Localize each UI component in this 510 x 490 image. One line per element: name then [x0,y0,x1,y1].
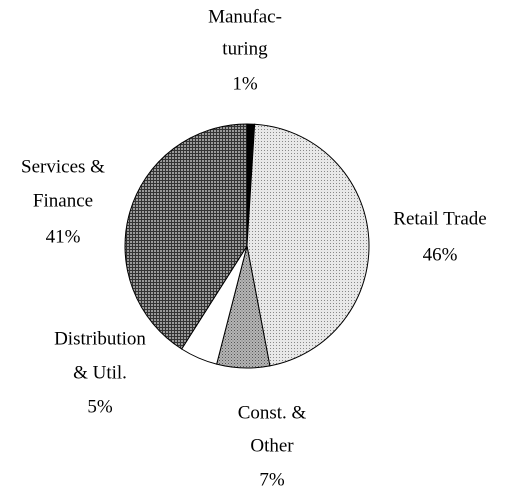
slice-label: Const. & [238,402,307,423]
slice-value-label: 5% [87,396,113,417]
slice-label: Manufac- [208,6,282,27]
slice-label: Retail Trade [393,208,486,229]
slice-value-label: 46% [423,244,458,265]
slice-value-label: 41% [46,226,81,247]
slice-label: Distribution [54,328,146,349]
slice-label: Other [250,435,294,456]
pie-slice [124,123,248,350]
slice-label: & Util. [73,362,127,383]
slice-value-label: 7% [259,469,285,490]
slice-label: turing [222,38,268,59]
slice-value-label: 1% [232,73,258,94]
slice-label: Finance [33,190,93,211]
slice-label: Services & [21,156,105,177]
pie-slice [246,123,370,367]
